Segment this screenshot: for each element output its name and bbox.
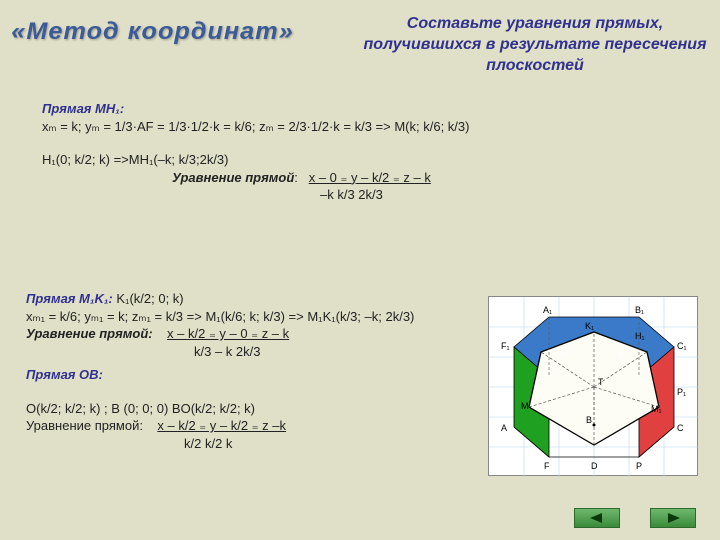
page-subtitle: Составьте уравнения прямых, получившихся… xyxy=(360,14,710,76)
nav-next-button[interactable] xyxy=(650,508,696,528)
section3-eq-bot: k/2 k/2 k xyxy=(26,435,466,453)
nav-prev-button[interactable] xyxy=(574,508,620,528)
section1-eq-bot: –k k/3 2k/3 xyxy=(42,186,682,204)
section1-line2: H₁(0; k/2; k) =>MH₁(–k; k/3;2k/3) xyxy=(42,151,682,169)
section2-eq-label: Уравнение прямой: xyxy=(26,326,153,341)
svg-text:M: M xyxy=(521,401,529,411)
svg-text:H₁: H₁ xyxy=(635,331,645,341)
section3-line1: O(k/2; k/2; k) ; B (0; 0; 0) BO(k/2; k/2… xyxy=(26,400,466,418)
svg-text:F: F xyxy=(544,461,550,471)
math-block-2: Прямая M₁K₁: K₁(k/2; 0; k) xₘ₁ = k/6; yₘ… xyxy=(26,290,466,452)
section2-headtail: K₁(k/2; 0; k) xyxy=(116,291,183,306)
section1-heading: Прямая MH₁: xyxy=(42,101,124,116)
triangle-right-icon xyxy=(664,512,682,524)
section1-line1: xₘ = k; yₘ = 1/3·AF = 1/3·1/2·k = k/6; z… xyxy=(42,118,682,136)
section2-eq-bot: k/3 – k 2k/3 xyxy=(26,343,466,361)
section2-heading: Прямая M₁K₁: xyxy=(26,291,113,306)
svg-text:F₁: F₁ xyxy=(501,341,510,351)
nav-controls xyxy=(574,508,696,528)
svg-text:P: P xyxy=(636,461,642,471)
svg-text:B₁: B₁ xyxy=(635,305,644,315)
section1-eq-label: Уравнение прямой xyxy=(172,170,294,185)
svg-text:C₁: C₁ xyxy=(677,341,687,351)
section3-eq-top: x – k/2 ₌ y – k/2 ₌ z –k xyxy=(157,418,286,433)
svg-text:K₁: K₁ xyxy=(585,321,594,331)
section2-line1: xₘ₁ = k/6; yₘ₁ = k; zₘ₁ = k/3 => M₁(k/6;… xyxy=(26,308,466,326)
svg-text:K: K xyxy=(619,349,625,359)
svg-text:A: A xyxy=(501,423,507,433)
geometry-diagram: A₁ B₁ C₁ F₁ K₁ H₁ H K T M M₁ P₁ B A C F … xyxy=(488,296,698,476)
section1-eq-top: x – 0 ₌ y – k/2 ₌ z – k xyxy=(309,170,431,185)
svg-text:D: D xyxy=(591,461,598,471)
svg-text:M₁: M₁ xyxy=(651,404,662,414)
page-title: «Метод координат» xyxy=(11,18,293,46)
section2-eq-top: x – k/2 ₌ y – 0 ₌ z – k xyxy=(167,326,289,341)
svg-text:A₁: A₁ xyxy=(543,305,552,315)
svg-text:P₁: P₁ xyxy=(677,387,686,397)
math-block-1: Прямая MH₁: xₘ = k; yₘ = 1/3·AF = 1/3·1/… xyxy=(42,100,682,204)
svg-text:H: H xyxy=(561,349,568,359)
section3-heading: Прямая OB: xyxy=(26,367,103,382)
svg-text:C: C xyxy=(677,423,684,433)
triangle-left-icon xyxy=(588,512,606,524)
section3-eq-label: Уравнение прямой: xyxy=(26,418,143,433)
svg-text:T: T xyxy=(598,377,604,387)
svg-text:B: B xyxy=(586,415,592,425)
